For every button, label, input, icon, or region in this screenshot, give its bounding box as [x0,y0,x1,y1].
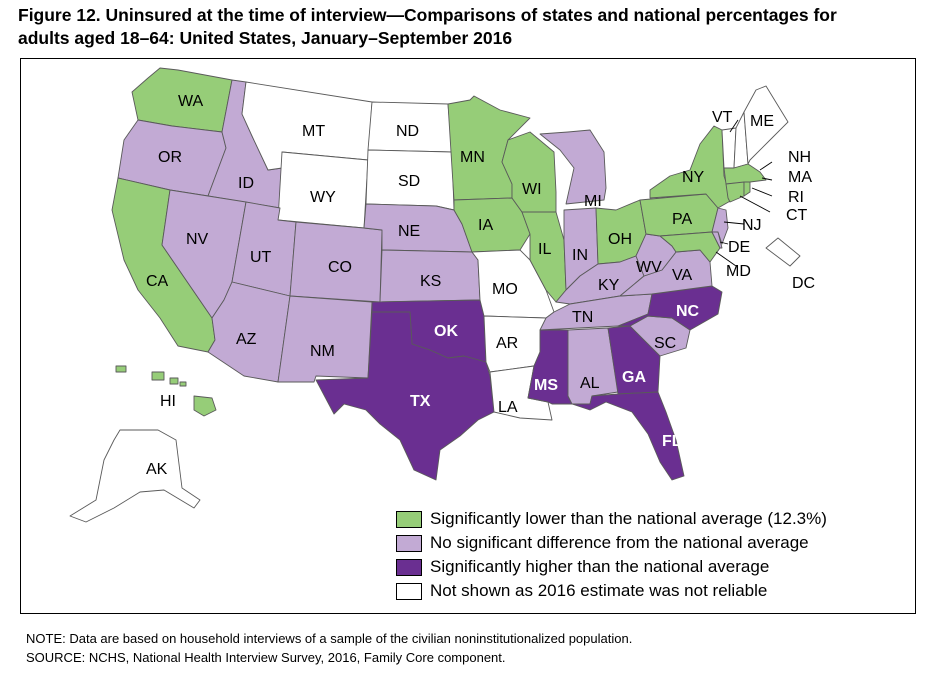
state-TX [315,311,495,481]
label-HI: HI [160,393,176,410]
legend-label: Significantly lower than the national av… [430,509,827,528]
label-VA: VA [672,267,692,284]
legend-label: Significantly higher than the national a… [430,557,770,576]
label-DE: DE [728,239,750,256]
label-CA: CA [146,273,169,290]
label-NY: NY [682,169,705,186]
label-AZ: AZ [236,331,257,348]
label-AR: AR [496,335,518,352]
state-AK [69,429,201,523]
legend-label: Not shown as 2016 estimate was not relia… [430,581,768,600]
legend: Significantly lower than the national av… [396,507,827,603]
note-text: NOTE: Data are based on household interv… [26,631,633,646]
label-NV: NV [186,231,209,248]
state-labels: WA OR CA ID NV MT WY UT AZ CO NM ND SD N… [146,93,815,478]
figure-title-line-1: Figure 12. Uninsured at the time of inte… [18,5,837,25]
label-IN: IN [572,247,588,264]
legend-swatch [396,582,422,600]
label-TX: TX [410,393,431,410]
label-MD: MD [726,263,751,280]
label-TN: TN [572,309,593,326]
label-NC: NC [676,303,700,320]
state-CT [725,181,745,203]
figure-title-line-2: adults aged 18–64: United States, Januar… [18,28,513,48]
label-MT: MT [302,123,325,140]
label-VT: VT [712,109,733,126]
label-PA: PA [672,211,692,228]
label-MA: MA [788,169,812,186]
label-RI: RI [788,189,804,206]
label-MS: MS [534,377,558,394]
label-DC: DC [792,275,815,292]
leader-lines [715,119,773,267]
label-GA: GA [622,369,646,386]
label-ID: ID [238,175,254,192]
label-MI: MI [584,193,602,210]
legend-label: No significant difference from the natio… [430,533,809,552]
label-KY: KY [598,277,620,294]
state-NJ [711,207,729,245]
label-NE: NE [398,223,420,240]
label-LA: LA [498,399,518,416]
label-SD: SD [398,173,420,190]
legend-item-no-difference: No significant difference from the natio… [396,531,827,555]
figure-title: Figure 12. Uninsured at the time of inte… [18,4,918,50]
map-frame [20,58,916,614]
label-UT: UT [250,249,272,266]
state-MI [539,129,607,205]
label-MO: MO [492,281,518,298]
label-ND: ND [396,123,419,140]
state-RI [743,181,751,197]
label-CT: CT [786,207,808,224]
state-NM [277,295,373,383]
label-FL: FL [662,433,682,450]
legend-item-not-shown: Not shown as 2016 estimate was not relia… [396,579,827,603]
label-IA: IA [478,217,493,234]
label-AL: AL [580,375,600,392]
label-OK: OK [434,323,458,340]
legend-swatch [396,534,422,552]
label-ME: ME [750,113,774,130]
label-WY: WY [310,189,336,206]
state-HI [115,365,217,417]
label-OR: OR [158,149,182,166]
state-NC [617,285,723,331]
state-FL [571,391,685,481]
label-KS: KS [420,273,441,290]
label-NJ: NJ [742,217,762,234]
label-WA: WA [178,93,204,110]
notes: NOTE: Data are based on household interv… [26,629,632,667]
source-text: SOURCE: NCHS, National Health Interview … [26,650,506,665]
label-WI: WI [522,181,542,198]
label-WV: WV [636,259,662,276]
label-MN: MN [460,149,485,166]
label-NM: NM [310,343,335,360]
label-NH: NH [788,149,811,166]
label-IL: IL [538,241,551,258]
state-ME [743,85,789,165]
label-SC: SC [654,335,676,352]
state-DC [765,237,801,267]
legend-item-higher: Significantly higher than the national a… [396,555,827,579]
legend-swatch [396,510,422,528]
label-CO: CO [328,259,352,276]
legend-item-lower: Significantly lower than the national av… [396,507,827,531]
label-OH: OH [608,231,632,248]
legend-swatch [396,558,422,576]
label-AK: AK [146,461,168,478]
